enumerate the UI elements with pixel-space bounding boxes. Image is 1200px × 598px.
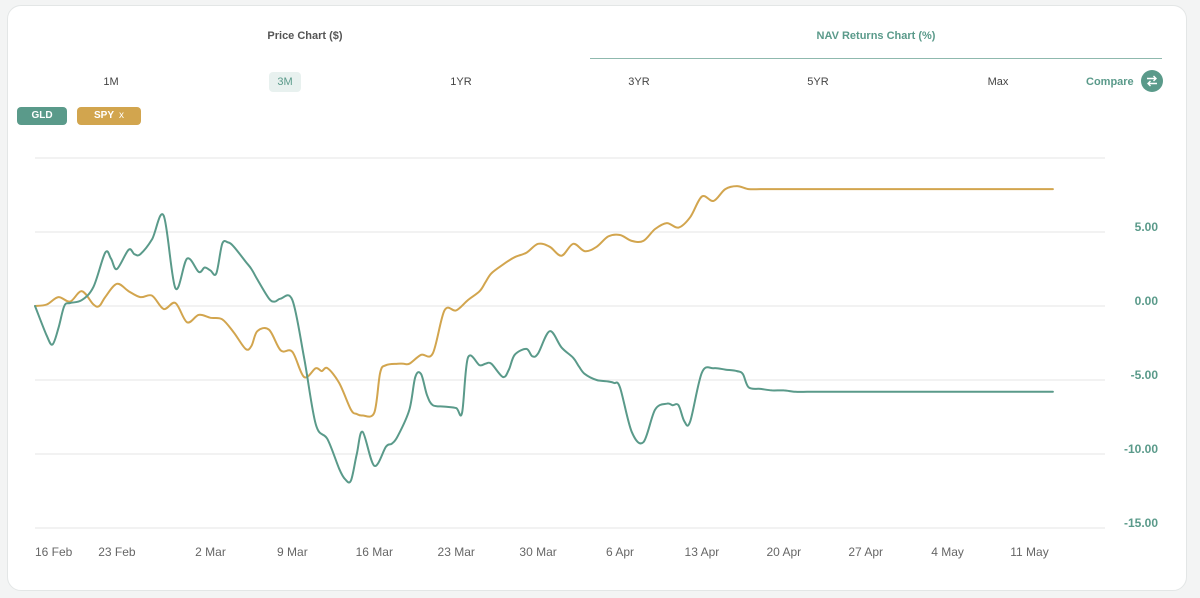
range-3yr[interactable]: 3YR: [628, 76, 650, 88]
chart-card: [7, 5, 1187, 591]
x-tick-label: 2 Mar: [195, 545, 226, 559]
series-line-spy: [34, 185, 1054, 418]
x-tick-label: 16 Mar: [356, 545, 393, 559]
y-tick-label: -10.00: [1124, 442, 1158, 456]
x-tick-label: 23 Feb: [98, 545, 136, 559]
x-tick-label: 6 Apr: [606, 545, 634, 559]
tab-nav-returns-chart[interactable]: NAV Returns Chart (%): [590, 30, 1162, 59]
x-tick-label: 20 Apr: [766, 545, 801, 559]
chip-gld-label: GLD: [31, 110, 53, 121]
range-5yr[interactable]: 5YR: [807, 76, 829, 88]
chip-gld[interactable]: GLD: [17, 107, 67, 125]
x-tick-label: 11 May: [1010, 545, 1048, 559]
x-tick-label: 30 Mar: [519, 545, 556, 559]
y-tick-label: -5.00: [1131, 368, 1159, 382]
range-1yr[interactable]: 1YR: [450, 76, 472, 88]
range-1m[interactable]: 1M: [103, 76, 119, 88]
y-tick-label: 5.00: [1135, 220, 1159, 234]
y-tick-label: 0.00: [1135, 294, 1159, 308]
x-tick-label: 27 Apr: [848, 545, 883, 559]
x-tick-label: 23 Mar: [438, 545, 475, 559]
range-max[interactable]: Max: [987, 76, 1009, 88]
tab-price-chart[interactable]: Price Chart ($): [267, 30, 343, 42]
chip-spy-remove[interactable]: x: [119, 110, 124, 121]
swap-arrows-icon: [1147, 75, 1157, 87]
chip-spy-label: SPY: [93, 110, 114, 121]
x-tick-label: 16 Feb: [35, 545, 73, 559]
x-tick-label: 13 Apr: [685, 545, 720, 559]
x-tick-label: 9 Mar: [277, 545, 308, 559]
compare-label[interactable]: Compare: [1086, 76, 1134, 88]
y-tick-label: -15.00: [1124, 516, 1158, 530]
series-line-gld: [34, 213, 1054, 484]
compare-button[interactable]: [1141, 70, 1163, 92]
range-3m[interactable]: 3M: [269, 72, 301, 92]
chip-spy[interactable]: SPY x: [77, 107, 141, 125]
x-tick-label: 4 May: [931, 545, 964, 559]
